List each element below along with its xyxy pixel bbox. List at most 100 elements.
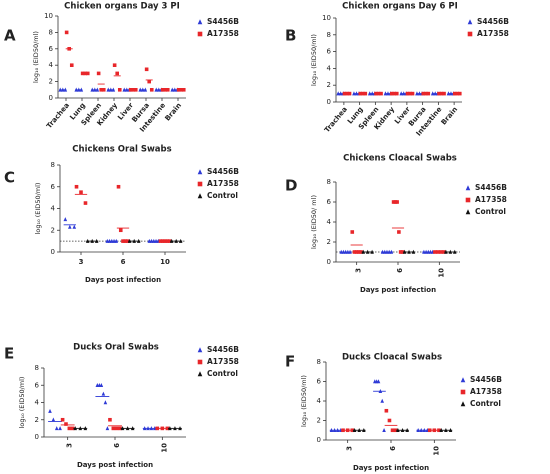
x-tick-label: 3 — [66, 443, 74, 448]
legend-marker — [467, 19, 473, 25]
data-point — [99, 88, 103, 92]
y-tick-label: 8 — [327, 178, 331, 186]
data-point — [359, 250, 363, 254]
data-point — [60, 417, 65, 422]
legend-label: A17358 — [207, 179, 239, 188]
data-point — [397, 230, 401, 234]
data-point — [101, 391, 106, 396]
legend-label: A17358 — [470, 387, 502, 396]
data-point — [387, 418, 392, 423]
y-tick-label: 2 — [327, 81, 331, 89]
data-point — [123, 239, 128, 243]
data-point — [70, 426, 75, 431]
y-tick-label: 6 — [327, 48, 332, 56]
y-tick-label: 4 — [327, 218, 332, 226]
legend-label: Control — [470, 399, 501, 408]
data-point — [395, 200, 399, 204]
legend-marker — [465, 185, 471, 191]
panel-label: B — [285, 27, 296, 45]
x-tick-label: 10 — [432, 446, 440, 456]
y-tick-label: 2 — [35, 416, 39, 424]
data-point — [51, 417, 56, 422]
legend-marker — [460, 377, 466, 383]
legend-label: A17358 — [207, 357, 239, 366]
y-tick-label: 4 — [317, 397, 322, 405]
data-point — [103, 400, 108, 405]
x-tick-label: 6 — [389, 446, 397, 451]
data-point — [118, 426, 122, 431]
y-tick-label: 2 — [49, 78, 53, 86]
legend-marker — [465, 209, 471, 215]
data-point — [69, 63, 74, 67]
data-point — [118, 228, 123, 233]
y-axis-label: log₁₀ (EID50/ml) — [32, 31, 40, 83]
data-point — [54, 426, 59, 431]
data-point — [64, 422, 68, 426]
x-tick-label: 10 — [160, 443, 168, 453]
data-point — [115, 71, 119, 76]
legend-marker — [197, 359, 203, 365]
y-tick-label: 10 — [322, 14, 331, 22]
data-point — [74, 184, 79, 189]
data-point — [393, 428, 398, 433]
legend-label: Control — [475, 207, 506, 216]
x-axis-label: Days post infection — [360, 286, 436, 294]
legend-marker — [197, 193, 203, 199]
y-tick-label: 10 — [44, 12, 53, 20]
x-tick-label: 3 — [355, 268, 363, 273]
y-axis-label: log₁₀ (EID50/ml) — [310, 34, 318, 86]
y-tick-label: 0 — [35, 433, 39, 441]
y-tick-label: 6 — [317, 378, 322, 386]
y-tick-label: 6 — [51, 183, 56, 191]
legend-label: S4456B — [477, 17, 509, 26]
data-point — [101, 88, 106, 92]
x-tick-label: 3 — [346, 446, 354, 451]
data-point — [108, 417, 112, 422]
data-point — [111, 426, 116, 431]
legend-label: S4456B — [475, 183, 507, 192]
data-point — [357, 250, 361, 254]
data-point — [121, 239, 125, 243]
y-axis-label: log₁₀ (EID50/ml) — [34, 183, 42, 235]
data-point — [125, 239, 130, 243]
legend-label: S4456B — [207, 345, 239, 354]
data-point — [67, 426, 72, 431]
data-point — [390, 428, 395, 433]
chart-title: Chickens Oral Swabs — [72, 145, 171, 155]
data-point — [380, 398, 385, 403]
legend-marker — [460, 401, 466, 407]
legend-label: Control — [207, 369, 238, 378]
x-axis-label: Days post infection — [353, 464, 429, 472]
data-point — [72, 224, 77, 229]
y-tick-label: 8 — [35, 364, 39, 372]
data-point — [384, 408, 389, 413]
data-point — [116, 184, 121, 189]
x-tick-label: 3 — [79, 258, 84, 266]
data-point — [58, 426, 62, 431]
data-point — [350, 230, 355, 234]
y-tick-label: 8 — [49, 28, 53, 36]
chart-title: Ducks Cloacal Swabs — [342, 353, 442, 363]
x-tick-label: 6 — [396, 268, 404, 273]
chart-title: Chickens Cloacal Swabs — [343, 154, 457, 164]
data-point — [114, 426, 119, 431]
y-tick-label: 6 — [327, 198, 332, 206]
data-point — [117, 88, 122, 92]
x-tick-label: 6 — [121, 258, 126, 266]
legend-label: A17358 — [475, 195, 507, 204]
y-tick-label: 0 — [317, 436, 321, 444]
y-tick-label: 0 — [327, 258, 331, 266]
x-tick-label: Trachea — [323, 105, 349, 134]
legend-label: A17358 — [207, 29, 239, 38]
y-axis-label: log₁₀ (EID50/ml) — [300, 375, 308, 427]
data-point — [48, 408, 52, 413]
y-tick-label: 6 — [35, 381, 40, 389]
x-axis-label: Days post infection — [85, 276, 161, 284]
data-point — [63, 217, 68, 222]
panel-label: D — [285, 177, 297, 195]
y-tick-label: 2 — [51, 226, 55, 234]
data-point — [68, 224, 72, 229]
x-tick-label: Trachea — [45, 101, 71, 130]
panel-label: E — [4, 345, 14, 363]
